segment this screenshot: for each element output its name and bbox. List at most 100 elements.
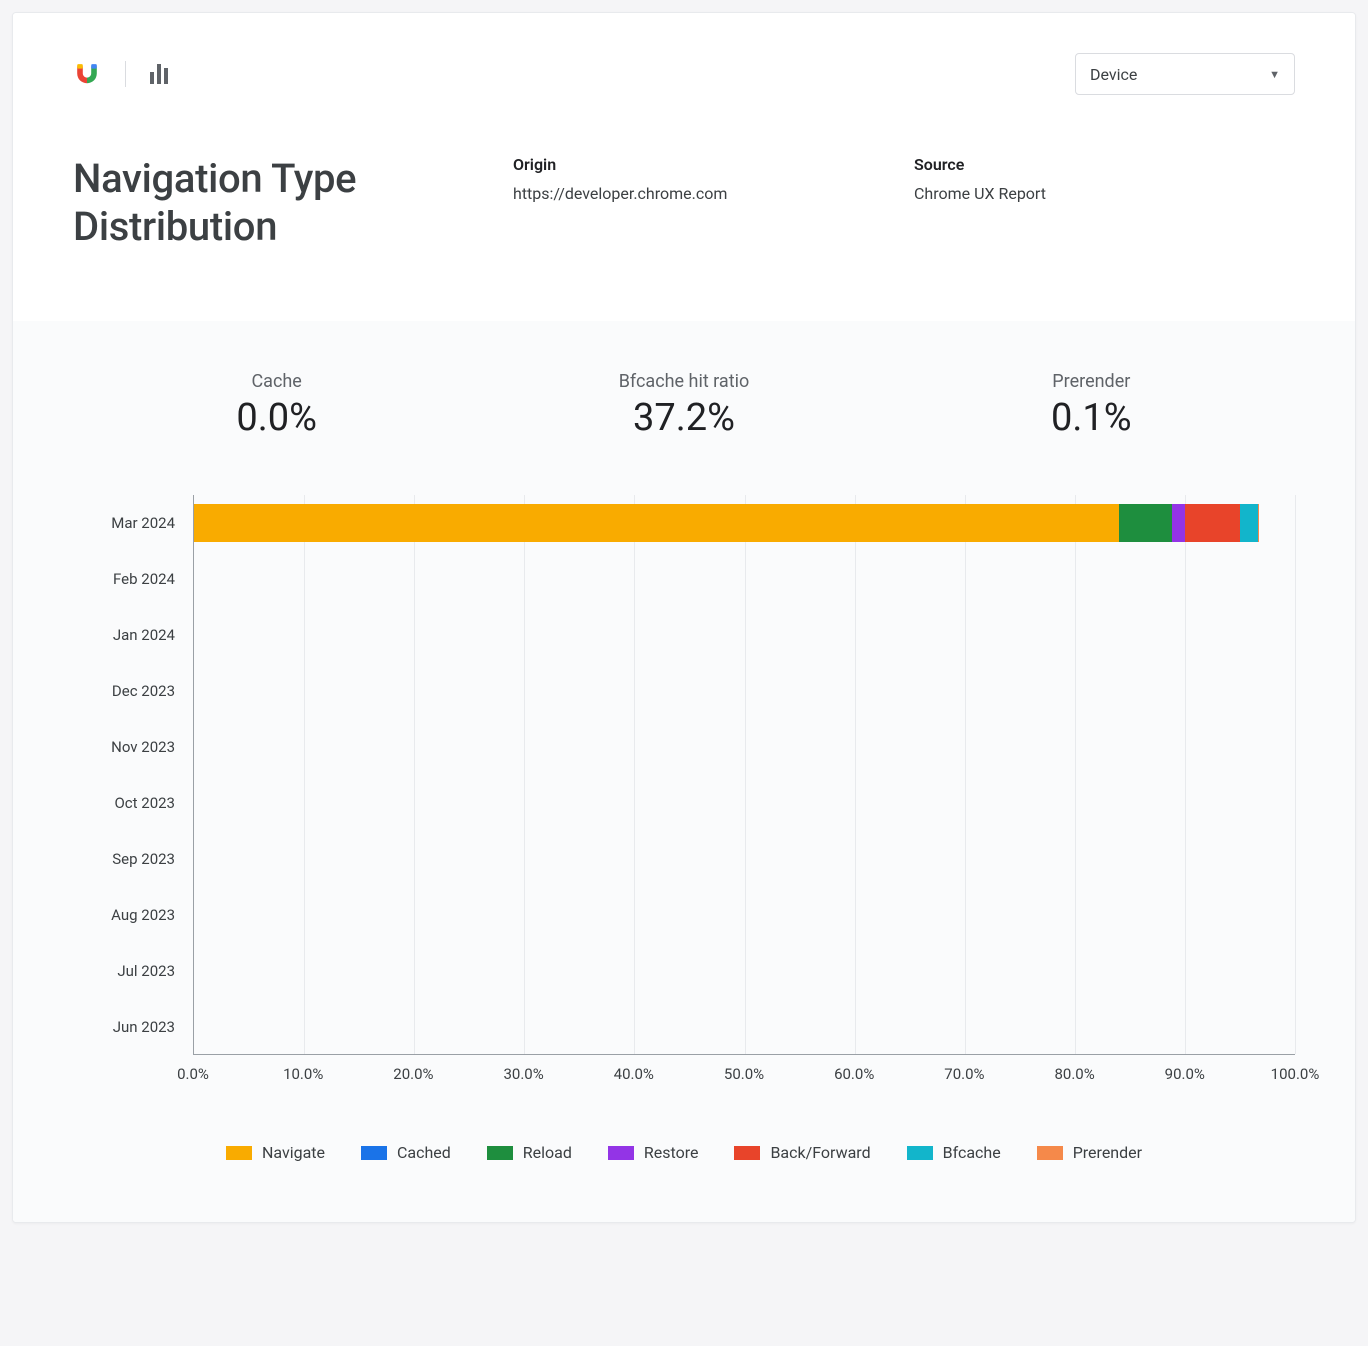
legend-item-cached[interactable]: Cached: [361, 1143, 451, 1162]
legend-label: Restore: [644, 1143, 699, 1162]
y-axis-label: Dec 2023: [112, 682, 175, 700]
stat-cache-label: Cache: [73, 371, 480, 392]
chart-row: [194, 551, 1295, 607]
stat-cache: Cache 0.0%: [73, 371, 480, 440]
bar-stack: [194, 728, 1295, 766]
stat-prerender: Prerender 0.1%: [888, 371, 1295, 440]
chart-plot: [193, 495, 1295, 1055]
bar-stack: [194, 951, 1295, 989]
legend-item-reload[interactable]: Reload: [487, 1143, 572, 1162]
x-axis-label: 40.0%: [614, 1065, 654, 1083]
legend-label: Navigate: [262, 1143, 325, 1162]
chart-row: [194, 607, 1295, 663]
chart-wrap: Mar 2024 Feb 2024 Jan 2024 Dec 2023 Nov 2023…: [73, 495, 1295, 1095]
meta-row: Navigation Type Distribution Origin http…: [73, 155, 1295, 251]
x-axis-label: 60.0%: [834, 1065, 874, 1083]
y-axis-label: Oct 2023: [114, 794, 175, 812]
y-axis-label: Jul 2023: [117, 962, 175, 980]
bar-stack: [194, 672, 1295, 710]
bar-stack: [194, 1007, 1295, 1045]
legend-item-restore[interactable]: Restore: [608, 1143, 699, 1162]
y-axis-label: Sep 2023: [112, 850, 175, 868]
legend-swatch: [907, 1146, 933, 1160]
x-axis-label: 0.0%: [177, 1065, 209, 1083]
chevron-down-icon: ▼: [1269, 68, 1280, 81]
legend-label: Back/Forward: [770, 1143, 870, 1162]
x-axis-label: 20.0%: [393, 1065, 433, 1083]
stats-row: Cache 0.0% Bfcache hit ratio 37.2% Prere…: [73, 371, 1295, 440]
chart-icon[interactable]: [150, 64, 168, 84]
chart-row: [194, 886, 1295, 942]
stat-bfcache: Bfcache hit ratio 37.2%: [480, 371, 887, 440]
bar-stack: [194, 616, 1295, 654]
bar-segment-navigate[interactable]: [194, 504, 1119, 542]
origin-block: Origin https://developer.chrome.com: [513, 155, 894, 203]
y-axis-label: Jun 2023: [113, 1018, 175, 1036]
chart-row: [194, 830, 1295, 886]
legend-label: Bfcache: [943, 1143, 1001, 1162]
y-axis-label: Feb 2024: [113, 570, 175, 588]
bar-segment-restore[interactable]: [1172, 504, 1185, 542]
stat-cache-value: 0.0%: [73, 396, 480, 440]
legend-item-back_forward[interactable]: Back/Forward: [734, 1143, 870, 1162]
x-axis-label: 30.0%: [503, 1065, 543, 1083]
chart-zone: Cache 0.0% Bfcache hit ratio 37.2% Prere…: [13, 321, 1355, 1222]
source-value: Chrome UX Report: [914, 184, 1295, 203]
chart-row: [194, 998, 1295, 1054]
legend-swatch: [226, 1146, 252, 1160]
report-card: Device ▼ Navigation Type Distribution Or…: [12, 12, 1356, 1223]
y-axis-label: Mar 2024: [111, 514, 175, 532]
bar-stack: [194, 783, 1295, 821]
logo-group: [73, 58, 168, 90]
legend-item-navigate[interactable]: Navigate: [226, 1143, 325, 1162]
origin-value: https://developer.chrome.com: [513, 184, 894, 203]
x-axis-label: 10.0%: [283, 1065, 323, 1083]
bar-stack: [194, 839, 1295, 877]
legend-swatch: [608, 1146, 634, 1160]
legend-swatch: [361, 1146, 387, 1160]
y-axis-label: Jan 2024: [113, 626, 175, 644]
gridline: [1295, 495, 1296, 1054]
x-axis-label: 80.0%: [1054, 1065, 1094, 1083]
legend-label: Prerender: [1073, 1143, 1142, 1162]
y-axis-labels: Mar 2024 Feb 2024 Jan 2024 Dec 2023 Nov 2023…: [73, 495, 193, 1055]
chart-rows: [194, 495, 1295, 1054]
bar-segment-bfcache[interactable]: [1240, 504, 1258, 542]
legend-item-bfcache[interactable]: Bfcache: [907, 1143, 1001, 1162]
chart-legend: Navigate Cached Reload Restore Back/Forward B…: [73, 1143, 1295, 1162]
x-axis-labels: 0.0%10.0%20.0%30.0%40.0%50.0%60.0%70.0%8…: [193, 1065, 1295, 1095]
stat-bfcache-label: Bfcache hit ratio: [480, 371, 887, 392]
bar-stack: [194, 895, 1295, 933]
bar-segment-back_forward[interactable]: [1185, 504, 1240, 542]
legend-label: Reload: [523, 1143, 572, 1162]
chart-row: [194, 942, 1295, 998]
bar-stack: [194, 504, 1295, 542]
bar-stack: [194, 560, 1295, 598]
x-axis-label: 90.0%: [1165, 1065, 1205, 1083]
device-select[interactable]: Device ▼: [1075, 53, 1295, 95]
y-axis-label: Nov 2023: [111, 738, 175, 756]
bar-segment-reload[interactable]: [1119, 504, 1172, 542]
stat-prerender-label: Prerender: [888, 371, 1295, 392]
page-title: Navigation Type Distribution: [73, 155, 493, 251]
bar-segment-prerender[interactable]: [1258, 504, 1259, 542]
legend-swatch: [487, 1146, 513, 1160]
chart-row: [194, 663, 1295, 719]
y-axis-label: Aug 2023: [111, 906, 175, 924]
logo-divider: [125, 61, 126, 87]
chart-row: [194, 719, 1295, 775]
x-axis-label: 50.0%: [724, 1065, 764, 1083]
legend-swatch: [1037, 1146, 1063, 1160]
crux-logo-icon: [73, 58, 101, 90]
legend-swatch: [734, 1146, 760, 1160]
legend-item-prerender[interactable]: Prerender: [1037, 1143, 1142, 1162]
source-block: Source Chrome UX Report: [914, 155, 1295, 203]
top-row: Device ▼: [73, 53, 1295, 95]
source-label: Source: [914, 155, 1295, 174]
legend-label: Cached: [397, 1143, 451, 1162]
chart-row: [194, 495, 1295, 551]
stat-prerender-value: 0.1%: [888, 396, 1295, 440]
x-axis-label: 70.0%: [944, 1065, 984, 1083]
chart-row: [194, 775, 1295, 831]
x-axis-label: 100.0%: [1271, 1065, 1320, 1083]
